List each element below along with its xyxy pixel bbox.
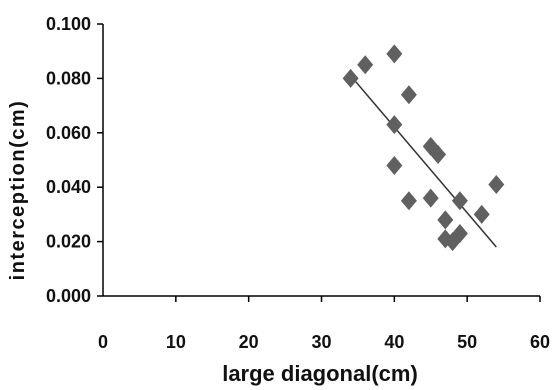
x-tick-label: 10 [166,332,186,352]
data-point [386,155,403,175]
data-point [400,85,417,105]
x-axis-title: large diagonal(cm) [222,361,418,386]
x-tick-labels: 0 10 20 30 40 50 60 [98,332,550,352]
data-point [400,191,417,211]
data-point [357,55,374,75]
tick-marks [97,23,541,302]
data-point [451,191,468,211]
x-tick-label: 0 [98,332,108,352]
x-tick-label: 50 [457,332,477,352]
data-point [386,115,403,135]
x-tick-label: 60 [530,332,550,352]
y-tick-label: 0.040 [46,177,91,197]
y-axis-title: interception(cm) [7,100,29,281]
data-point [430,145,447,165]
data-point [386,44,403,64]
data-point [342,68,359,88]
data-point [473,204,490,224]
y-tick-label: 0.000 [46,286,91,306]
y-tick-label: 0.100 [46,14,91,34]
y-tick-label: 0.060 [46,123,91,143]
y-tick-labels: 0.000 0.020 0.040 0.060 0.080 0.100 [46,14,91,306]
x-tick-label: 40 [384,332,404,352]
y-tick-label: 0.020 [46,232,91,252]
data-point [451,223,468,243]
y-tick-label: 0.080 [46,68,91,88]
x-tick-label: 20 [239,332,259,352]
x-tick-label: 30 [311,332,331,352]
data-point [437,210,454,230]
data-points [342,44,505,252]
trendline [350,75,497,248]
data-point [422,188,439,208]
data-point [488,174,505,194]
